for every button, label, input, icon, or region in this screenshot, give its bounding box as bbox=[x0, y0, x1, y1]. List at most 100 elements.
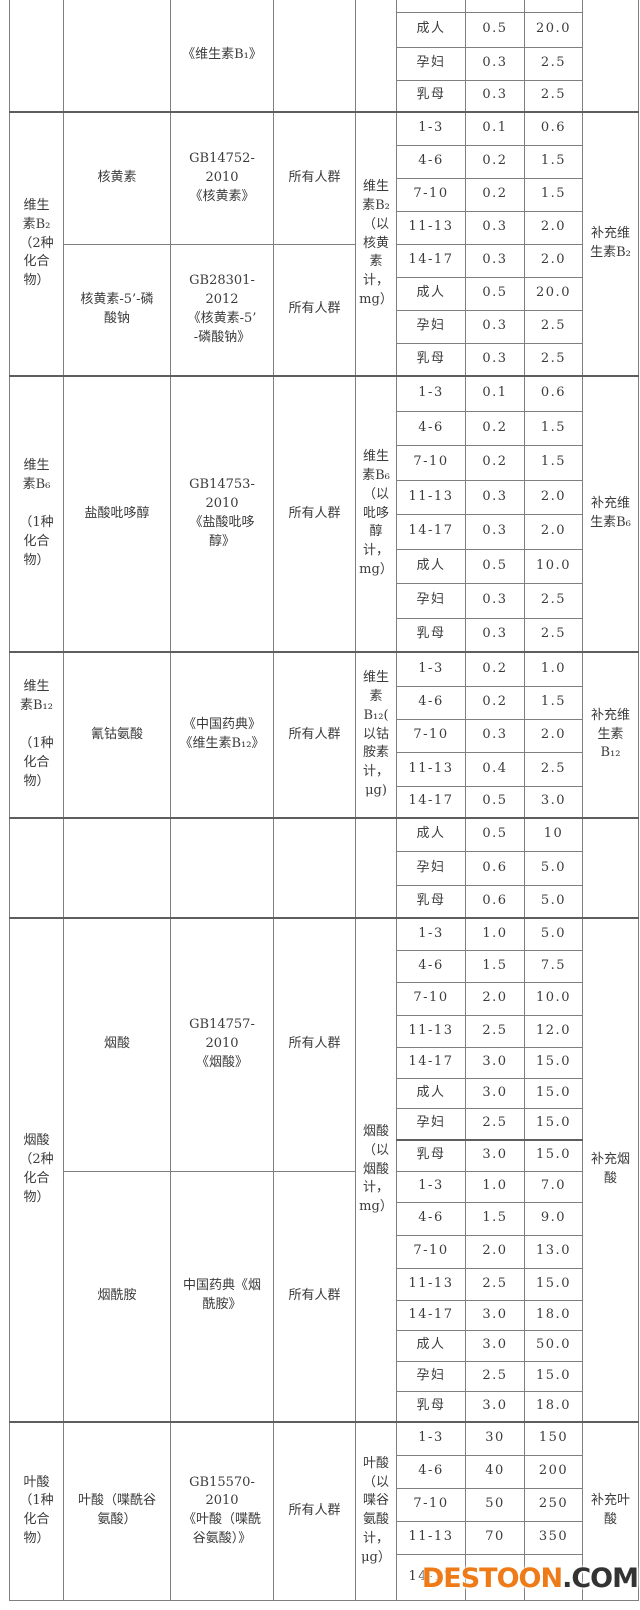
cell-max-value: 0.6 bbox=[524, 111, 583, 146]
cell-age-group: 11-13 bbox=[396, 479, 466, 515]
cell-min-value: 0.1 bbox=[465, 111, 525, 146]
cell-max-value: 7.0 bbox=[524, 1170, 583, 1203]
supplement-table: 《维生素B₁》 成人 0.5 20.0 孕妇 0.3 2.5 乳母 0.3 2.5 维生 素B₂ （… bbox=[9, 0, 639, 1601]
cell-max-value: 15.0 bbox=[524, 1046, 583, 1079]
cell-min-value: 0.5 bbox=[465, 276, 525, 311]
cell-min-value: 40 bbox=[465, 1454, 525, 1489]
cell-max-value: 1.5 bbox=[524, 177, 583, 212]
cell-max-value: 1.5 bbox=[524, 685, 583, 720]
cell-age-group: 乳母 bbox=[396, 79, 466, 113]
cell-unit bbox=[355, 817, 397, 919]
section-vitamin-b2: 维生 素B₂ （2种 化合 物） 核黄素 GB14752-2010 《核黄素》 所有人… bbox=[9, 111, 639, 377]
cell-min-value: 3.0 bbox=[465, 1046, 525, 1079]
cell-max-value: 20.0 bbox=[524, 276, 583, 311]
cell-age-group: 乳母 bbox=[396, 884, 466, 919]
cell-max-value: 15.0 bbox=[524, 1107, 583, 1141]
table-row: 7-10 2.0 10.0 bbox=[10, 981, 639, 1016]
cell-category: 维生 素B₂ （2种 化合 物） bbox=[9, 111, 64, 377]
cell-population: 所有人群 bbox=[273, 1421, 356, 1601]
cell-max-value: 15.0 bbox=[524, 1077, 583, 1109]
cell-age-group: 乳母 bbox=[396, 1139, 466, 1172]
table-row: 成人 3.0 15.0 bbox=[10, 1077, 639, 1109]
cell-min-value: 0.3 bbox=[465, 342, 525, 377]
cell-age-group: 乳母 bbox=[396, 617, 466, 653]
cell-min-value: 0.6 bbox=[465, 850, 525, 886]
cell-max-value: 2.0 bbox=[524, 243, 583, 278]
cell-max-value: 2.5 bbox=[524, 342, 583, 377]
table-row: 乳母 3.0 18.0 bbox=[10, 1390, 639, 1423]
cell-min-value: 3.0 bbox=[465, 1390, 525, 1423]
cell-standard: 《中国药典》 《维生素B₁₂》 bbox=[170, 651, 274, 819]
cell-max-value: 1.0 bbox=[524, 651, 583, 687]
cell-age-group: 成人 bbox=[396, 276, 466, 311]
cell-max-value: 2.5 bbox=[524, 79, 583, 113]
cell-max-value: 15.0 bbox=[524, 1139, 583, 1172]
cell-min-value: 2.0 bbox=[465, 981, 525, 1016]
cell-min-value: 2.5 bbox=[465, 1360, 525, 1392]
cell-min-value bbox=[465, 0, 525, 13]
cell-min-value: 0.2 bbox=[465, 651, 525, 687]
cell-unit: 维生 素 B₁₂( 以钴 胺素 计， μg) bbox=[355, 651, 397, 819]
cell-max-value: 5.0 bbox=[524, 917, 583, 951]
cell-age-group: 11-13 bbox=[396, 1014, 466, 1048]
cell-category: 叶酸 （1种 化合 物） bbox=[9, 1421, 64, 1601]
cell-age-group: 成人 bbox=[396, 11, 466, 48]
cell-min-value: 3.0 bbox=[465, 1299, 525, 1331]
cell-max-value: 2.0 bbox=[524, 210, 583, 245]
cell-population: 所有人群 bbox=[273, 917, 356, 1172]
cell-age-group: 7-10 bbox=[396, 444, 466, 481]
cell-function: 补充维 生素B₆ bbox=[582, 375, 639, 653]
cell-age-group: 14-17 bbox=[396, 1046, 466, 1079]
cell-function: 补充维 生素B₂ bbox=[582, 111, 639, 377]
cell-min-value: 0.4 bbox=[465, 751, 525, 787]
cell-min-value: 70 bbox=[465, 1520, 525, 1555]
cell-age-group: 14-17 bbox=[396, 1299, 466, 1331]
table-row: 7-10 0.2 1.5 bbox=[10, 444, 639, 481]
cell-age-group: 14-17 bbox=[396, 1553, 466, 1601]
section-adults-continued: 成人 0.5 10 孕妇 0.6 5.0 乳母 0.6 5.0 bbox=[9, 817, 639, 919]
cell-age-group: 4-6 bbox=[396, 410, 466, 446]
cell-age-group: 14-17 bbox=[396, 785, 466, 819]
table-row: 烟酸 （2种 化合 物） 烟酸 GB14757-2010 《烟酸》 所有人群 烟酸 （以… bbox=[9, 917, 639, 1423]
table-row: 成人 0.5 10 bbox=[9, 817, 639, 919]
table-row: 7-10 0.3 2.0 bbox=[10, 718, 639, 753]
section-vitamin-b6: 维生 素B₆ （1种 化合 物） 盐酸吡哆醇 GB14753-2010 《盐酸吡哆 … bbox=[9, 375, 639, 653]
cell-age-group: 孕妇 bbox=[396, 1360, 466, 1392]
cell-min-value: 0.3 bbox=[465, 210, 525, 245]
cell-standard: GB15570-2010 《叶酸（喋酰 谷氨酸）》 bbox=[170, 1421, 274, 1601]
table-row: 11-13 70 350 bbox=[10, 1520, 639, 1555]
cell-category bbox=[9, 0, 64, 113]
table-row: 乳母 0.3 2.5 bbox=[10, 79, 639, 113]
cell-age-group: 7-10 bbox=[396, 177, 466, 212]
cell-max-value: 2.5 bbox=[524, 582, 583, 619]
cell-population: 所有人群 bbox=[273, 111, 356, 245]
cell-max-value: 250 bbox=[524, 1487, 583, 1522]
cell-min-value: 0.3 bbox=[465, 479, 525, 515]
table-row: 《维生素B₁》 bbox=[9, 0, 639, 113]
cell-max-value: 2.0 bbox=[524, 718, 583, 753]
section-vitamin-b12: 维生 素B₁₂ （1种 化合 物） 氰钴氨酸 《中国药典》 《维生素B₁₂》 所有人群… bbox=[9, 651, 639, 819]
cell-min-value: 1.0 bbox=[465, 1170, 525, 1203]
cell-min-value: 2.5 bbox=[465, 1267, 525, 1301]
cell-max-value: 1.5 bbox=[524, 410, 583, 446]
cell-category: 维生 素B₆ （1种 化合 物） bbox=[9, 375, 64, 653]
cell-age-group: 孕妇 bbox=[396, 582, 466, 619]
cell-min-value: 30 bbox=[465, 1421, 525, 1456]
cell-min-value: 1.5 bbox=[465, 1201, 525, 1236]
cell-max-value: 2.0 bbox=[524, 479, 583, 515]
cell-population: 所有人群 bbox=[273, 375, 356, 653]
cell-age-group: 4-6 bbox=[396, 1201, 466, 1236]
table-row: 成人 0.5 20.0 bbox=[10, 11, 639, 48]
table-row: 4-6 0.2 1.5 bbox=[10, 144, 639, 179]
cell-age-group: 1-3 bbox=[396, 1170, 466, 1203]
table-row: 孕妇 2.5 15.0 bbox=[10, 1360, 639, 1392]
watermark-brand: DESTOON bbox=[421, 1563, 563, 1594]
cell-min-value: 2.0 bbox=[465, 1234, 525, 1269]
cell-max-value: 2.0 bbox=[524, 513, 583, 550]
cell-age-group: 乳母 bbox=[396, 342, 466, 377]
table-row: 14-17 3.0 15.0 bbox=[10, 1046, 639, 1079]
cell-age-group: 1-3 bbox=[396, 375, 466, 412]
cell-age-group: 成人 bbox=[396, 548, 466, 584]
cell-min-value: 1.0 bbox=[465, 917, 525, 951]
